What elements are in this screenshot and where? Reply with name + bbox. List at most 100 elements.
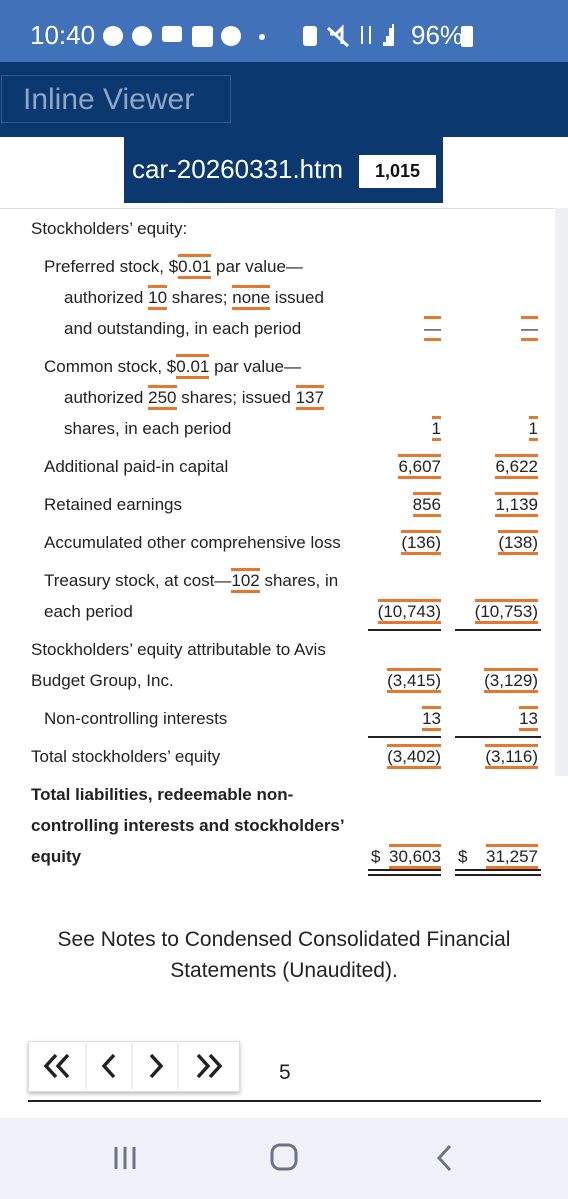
tagged-value[interactable]: (3,402) xyxy=(387,744,441,769)
tagged-value[interactable]: 6,622 xyxy=(495,454,538,479)
value-cell: (10,753) xyxy=(338,599,538,624)
tagged-value[interactable]: 13 xyxy=(422,706,441,731)
home-button[interactable] xyxy=(270,1143,298,1171)
fact-count[interactable]: 1,015 xyxy=(359,155,436,188)
tagged-value[interactable]: (10,743) xyxy=(377,599,441,624)
value-cell: 13 xyxy=(241,706,441,731)
tagged-value[interactable]: (3,129) xyxy=(484,668,538,693)
row-label: shares, in each period xyxy=(64,417,231,441)
row-label: each period xyxy=(44,600,133,624)
total-rule xyxy=(368,736,441,738)
label-text: Additional paid-in capital xyxy=(44,457,229,476)
label-text: Accumulated other comprehensive loss xyxy=(44,533,341,552)
value-cell: (138) xyxy=(338,530,538,555)
row-label: Common stock, $0.01 par value— xyxy=(44,354,302,379)
back-button[interactable] xyxy=(436,1144,452,1172)
tagged-value[interactable]: — xyxy=(424,316,441,341)
label-text: shares, in xyxy=(259,571,339,590)
value-cell: — xyxy=(241,316,441,341)
value-cell: 30,603 xyxy=(241,844,441,869)
document-edge xyxy=(0,208,555,209)
label-text: shares; xyxy=(167,288,233,307)
total-rule xyxy=(455,736,541,738)
label-text: and outstanding, in each period xyxy=(64,319,302,338)
value-cell: 6,622 xyxy=(338,454,538,479)
tagged-value[interactable]: (3,415) xyxy=(387,668,441,693)
label-text: issued xyxy=(270,288,324,307)
label-text: controlling interests and stockholders’ xyxy=(31,816,345,835)
tagged-value[interactable]: 1,139 xyxy=(495,492,538,517)
label-text: Retained earnings xyxy=(44,495,182,514)
value-cell: 1 xyxy=(241,416,441,441)
notification-icons xyxy=(103,26,265,47)
value-cell: — xyxy=(338,316,538,341)
row-label: Preferred stock, $0.01 par value— xyxy=(44,254,303,279)
tagged-value[interactable]: — xyxy=(521,316,538,341)
value-cell: 31,257 xyxy=(338,844,538,869)
tagged-value[interactable]: (138) xyxy=(498,530,538,555)
value-cell: 856 xyxy=(241,492,441,517)
app-title: Inline Viewer xyxy=(1,75,231,123)
value-cell: 1 xyxy=(338,416,538,441)
tagged-value[interactable]: 1 xyxy=(528,416,538,441)
previous-page[interactable] xyxy=(101,1053,116,1079)
label-text: equity xyxy=(31,847,82,866)
tagged-value[interactable]: 1 xyxy=(431,416,441,441)
label-text: Common stock, $ xyxy=(44,357,177,376)
note: See Notes to Condensed Consolidated Fina… xyxy=(57,928,511,982)
page-number: 5 xyxy=(279,1061,291,1084)
tagged-text[interactable]: 0.01 xyxy=(176,354,210,379)
tagged-value[interactable]: 13 xyxy=(519,706,538,731)
last-page[interactable] xyxy=(196,1053,223,1079)
row-label: Non-controlling interests xyxy=(44,707,227,731)
total-rule xyxy=(455,629,541,631)
tagged-text[interactable]: 250 xyxy=(148,385,177,410)
nav-buttons xyxy=(114,1143,452,1172)
tagged-text[interactable]: 102 xyxy=(231,568,260,593)
total-rule xyxy=(455,874,541,876)
label-text: Treasury stock, at cost— xyxy=(44,571,232,590)
tagged-value[interactable]: 6,607 xyxy=(398,454,441,479)
tagged-value[interactable]: (3,116) xyxy=(485,744,538,769)
tagged-text[interactable]: none xyxy=(232,285,271,310)
label-text: shares; issued xyxy=(176,388,296,407)
value-cell: 1,139 xyxy=(338,492,538,517)
currency: $ xyxy=(458,847,468,866)
tagged-value[interactable]: (10,753) xyxy=(474,599,538,624)
row-label: equity xyxy=(31,845,81,869)
first-page[interactable] xyxy=(43,1053,70,1079)
label-text: Stockholders’ equity: xyxy=(31,219,188,238)
tagged-value[interactable]: 30,603 xyxy=(389,844,441,869)
next-page[interactable] xyxy=(149,1053,164,1079)
label-text: authorized xyxy=(64,288,149,307)
tagged-text[interactable]: 0.01 xyxy=(178,254,212,279)
recents-button[interactable] xyxy=(114,1147,136,1169)
label-text: par value— xyxy=(211,257,303,276)
label-text: each period xyxy=(44,602,133,621)
status-bar xyxy=(0,0,568,62)
tagged-text[interactable]: 10 xyxy=(148,285,168,310)
value-cell: (3,402) xyxy=(241,744,441,769)
label-text: Total stockholders’ equity xyxy=(31,747,221,766)
row-label: Accumulated other comprehensive loss xyxy=(44,531,341,555)
total-rule xyxy=(455,869,541,871)
row-label: Stockholders’ equity: xyxy=(31,217,187,241)
nav-bar xyxy=(0,1118,568,1199)
row-label: Retained earnings xyxy=(44,493,182,517)
tagged-text[interactable]: 137 xyxy=(295,385,324,410)
row-label: Budget Group, Inc. xyxy=(31,669,174,693)
label-text: Non-controlling interests xyxy=(44,709,228,728)
label-text: par value— xyxy=(209,357,302,376)
tagged-value[interactable]: 31,257 xyxy=(486,844,538,869)
label-text: Budget Group, Inc. xyxy=(31,671,174,690)
file-name: car-20260331.htm xyxy=(132,154,344,184)
tagged-value[interactable]: (136) xyxy=(401,530,441,555)
row-label: Stockholders’ equity attributable to Avi… xyxy=(31,638,326,662)
system-icons xyxy=(303,24,394,48)
row-label: and outstanding, in each period xyxy=(64,317,301,341)
value-cell: 13 xyxy=(338,706,538,731)
tagged-value[interactable]: 856 xyxy=(412,492,441,517)
row-label: controlling interests and stockholders’ xyxy=(31,814,345,838)
total-rule xyxy=(368,869,441,871)
